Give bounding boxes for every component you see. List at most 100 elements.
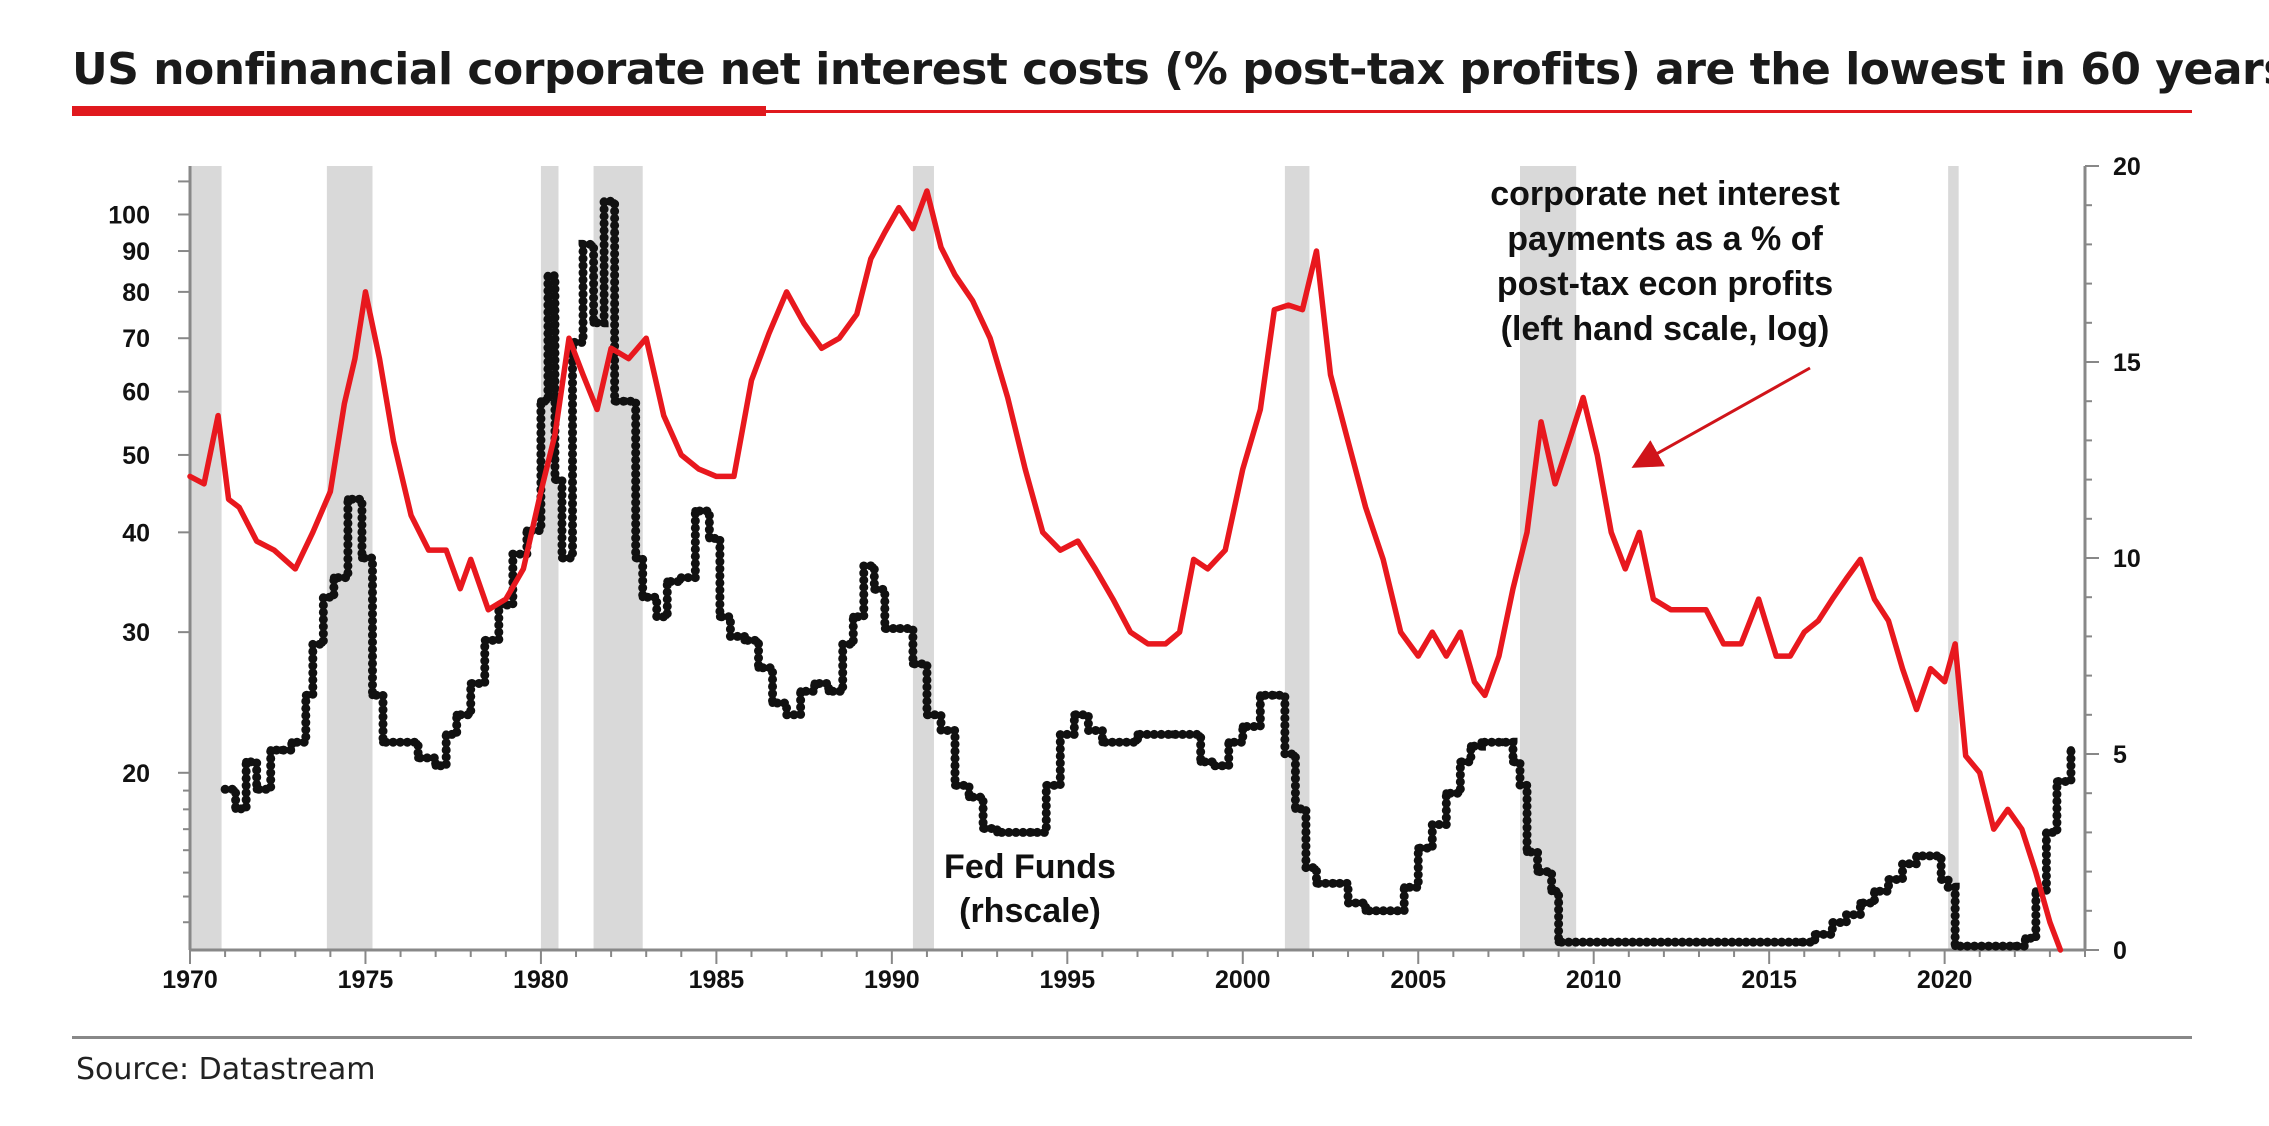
source-note: Source: Datastream — [76, 1052, 376, 1087]
fedfunds-point — [859, 561, 868, 570]
fedfunds-point — [1361, 906, 1370, 915]
fedfunds-point — [308, 640, 317, 649]
fedfunds-point — [705, 534, 714, 543]
fedfunds-point — [1301, 863, 1310, 872]
fedfunds-point — [442, 730, 451, 739]
fedfunds-point — [266, 746, 275, 755]
fedfunds-point — [329, 573, 338, 582]
fedfunds-point — [1842, 910, 1851, 919]
fedfunds-point — [579, 240, 588, 249]
fedfunds-point — [965, 793, 974, 802]
fedfunds-point — [1533, 867, 1542, 876]
fedfunds-point — [379, 738, 388, 747]
interest-line — [187, 188, 2064, 953]
x-tick-label: 1985 — [689, 966, 745, 994]
fedfunds-point — [663, 577, 672, 586]
fedfunds-point — [1523, 848, 1532, 856]
right-tick-label: 15 — [2113, 349, 2141, 377]
fedfunds-point — [1516, 781, 1525, 790]
fedfunds-point — [1898, 859, 1907, 868]
fedfunds-point — [1944, 883, 1953, 892]
fedfunds-point — [1291, 804, 1300, 813]
fedfunds-point — [810, 679, 819, 688]
fedfunds-point — [993, 828, 1002, 837]
fedfunds-point — [631, 554, 640, 562]
fedfunds-point — [1856, 898, 1865, 907]
annotation-arrow — [1631, 366, 1811, 468]
footer-divider — [72, 1036, 2192, 1039]
fedfunds-point — [1210, 761, 1219, 770]
fedfunds-point — [1168, 730, 1177, 739]
fedfunds-point — [301, 691, 310, 700]
x-tick-label: 1995 — [1040, 966, 1096, 994]
fedfunds-point — [1280, 750, 1289, 758]
fedfunds-point — [396, 738, 405, 747]
fedfunds-point — [1400, 883, 1409, 892]
fedfunds-point — [543, 271, 552, 280]
title-accent-bar — [72, 106, 766, 116]
x-tick-label: 1980 — [513, 966, 569, 994]
fedfunds-point — [1224, 738, 1233, 747]
fedfunds-point — [1344, 898, 1353, 907]
fedfunds-point — [621, 397, 630, 406]
interest-annotation-line: corporate net interest — [1490, 175, 1840, 213]
left-tick-label: 90 — [122, 238, 150, 266]
interest-annotation-line: post-tax econ profits — [1497, 265, 1833, 303]
fedfunds-point — [1056, 730, 1065, 739]
left-tick-label: 50 — [122, 442, 150, 470]
fedfunds-point — [319, 593, 328, 602]
fedfunds-point — [1312, 879, 1321, 888]
fedfunds-point — [1466, 742, 1475, 751]
fedfunds-point — [979, 824, 988, 833]
fedfunds-point — [343, 495, 352, 504]
fedfunds-point — [414, 753, 423, 762]
fedfunds-point — [2021, 934, 2030, 943]
fedfunds-point — [1498, 738, 1507, 747]
recession-band — [912, 166, 934, 950]
left-tick-label: 30 — [122, 619, 150, 647]
x-tick-label: 1970 — [162, 966, 218, 994]
fedfunds-point — [221, 785, 230, 794]
fedfunds-point — [466, 679, 475, 688]
fedfunds-point — [508, 550, 517, 559]
interest-annotation-line: payments as a % of — [1507, 220, 1823, 258]
fedfunds-point — [1442, 789, 1451, 798]
fedfunds-point — [1028, 828, 1037, 837]
fedfunds-point — [1884, 875, 1893, 884]
fedfunds-point — [1810, 930, 1819, 939]
fedfunds-point — [550, 475, 559, 484]
fedfunds-point — [1270, 691, 1279, 700]
fedfunds-point — [1428, 820, 1437, 829]
fedfunds-point — [936, 726, 945, 735]
fedfunds-point — [2052, 777, 2061, 786]
fedfunds-point — [1456, 757, 1465, 766]
fedfunds-point — [452, 710, 461, 719]
fedfunds-point — [1508, 757, 1517, 766]
fedfunds-point — [870, 585, 879, 594]
fedfunds-point — [1330, 879, 1339, 888]
left-tick-label: 70 — [122, 325, 150, 353]
fedfunds-point — [1070, 710, 1079, 719]
left-tick-label: 80 — [122, 279, 150, 307]
fedfunds-point — [1937, 875, 1946, 884]
fedfunds-point — [1912, 851, 1921, 860]
fedfunds-point — [677, 573, 686, 582]
fedfunds-point — [908, 659, 917, 668]
x-tick-label: 1990 — [864, 966, 920, 994]
fedfunds-point — [2042, 828, 2051, 837]
fedfunds-point — [557, 554, 566, 562]
fedfunds-point — [610, 397, 619, 406]
fedfunds-point — [768, 699, 777, 708]
fedfunds-point — [894, 624, 903, 633]
fedfunds-point — [849, 612, 858, 621]
fedfunds-point — [600, 197, 609, 206]
right-tick-label: 5 — [2113, 741, 2127, 769]
fedfunds-point — [231, 804, 240, 813]
fedfunds-point — [951, 781, 960, 790]
fedfunds-point — [715, 612, 724, 621]
fedfunds-point — [691, 506, 700, 515]
fedfunds-point — [782, 710, 791, 719]
fedfunds-point — [652, 612, 661, 621]
fedfunds-point — [1098, 738, 1107, 747]
x-tick-label: 2015 — [1741, 966, 1797, 994]
